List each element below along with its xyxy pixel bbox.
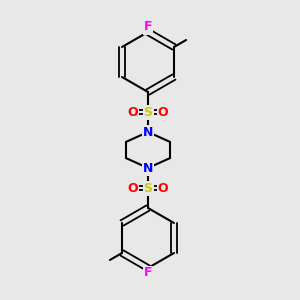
Text: N: N — [143, 125, 153, 139]
Text: N: N — [143, 161, 153, 175]
Text: O: O — [128, 106, 138, 118]
Text: S: S — [143, 106, 152, 118]
Text: F: F — [144, 266, 152, 280]
Text: F: F — [144, 20, 152, 34]
Text: S: S — [143, 182, 152, 194]
Text: O: O — [158, 106, 168, 118]
Text: O: O — [158, 182, 168, 194]
Text: O: O — [128, 182, 138, 194]
